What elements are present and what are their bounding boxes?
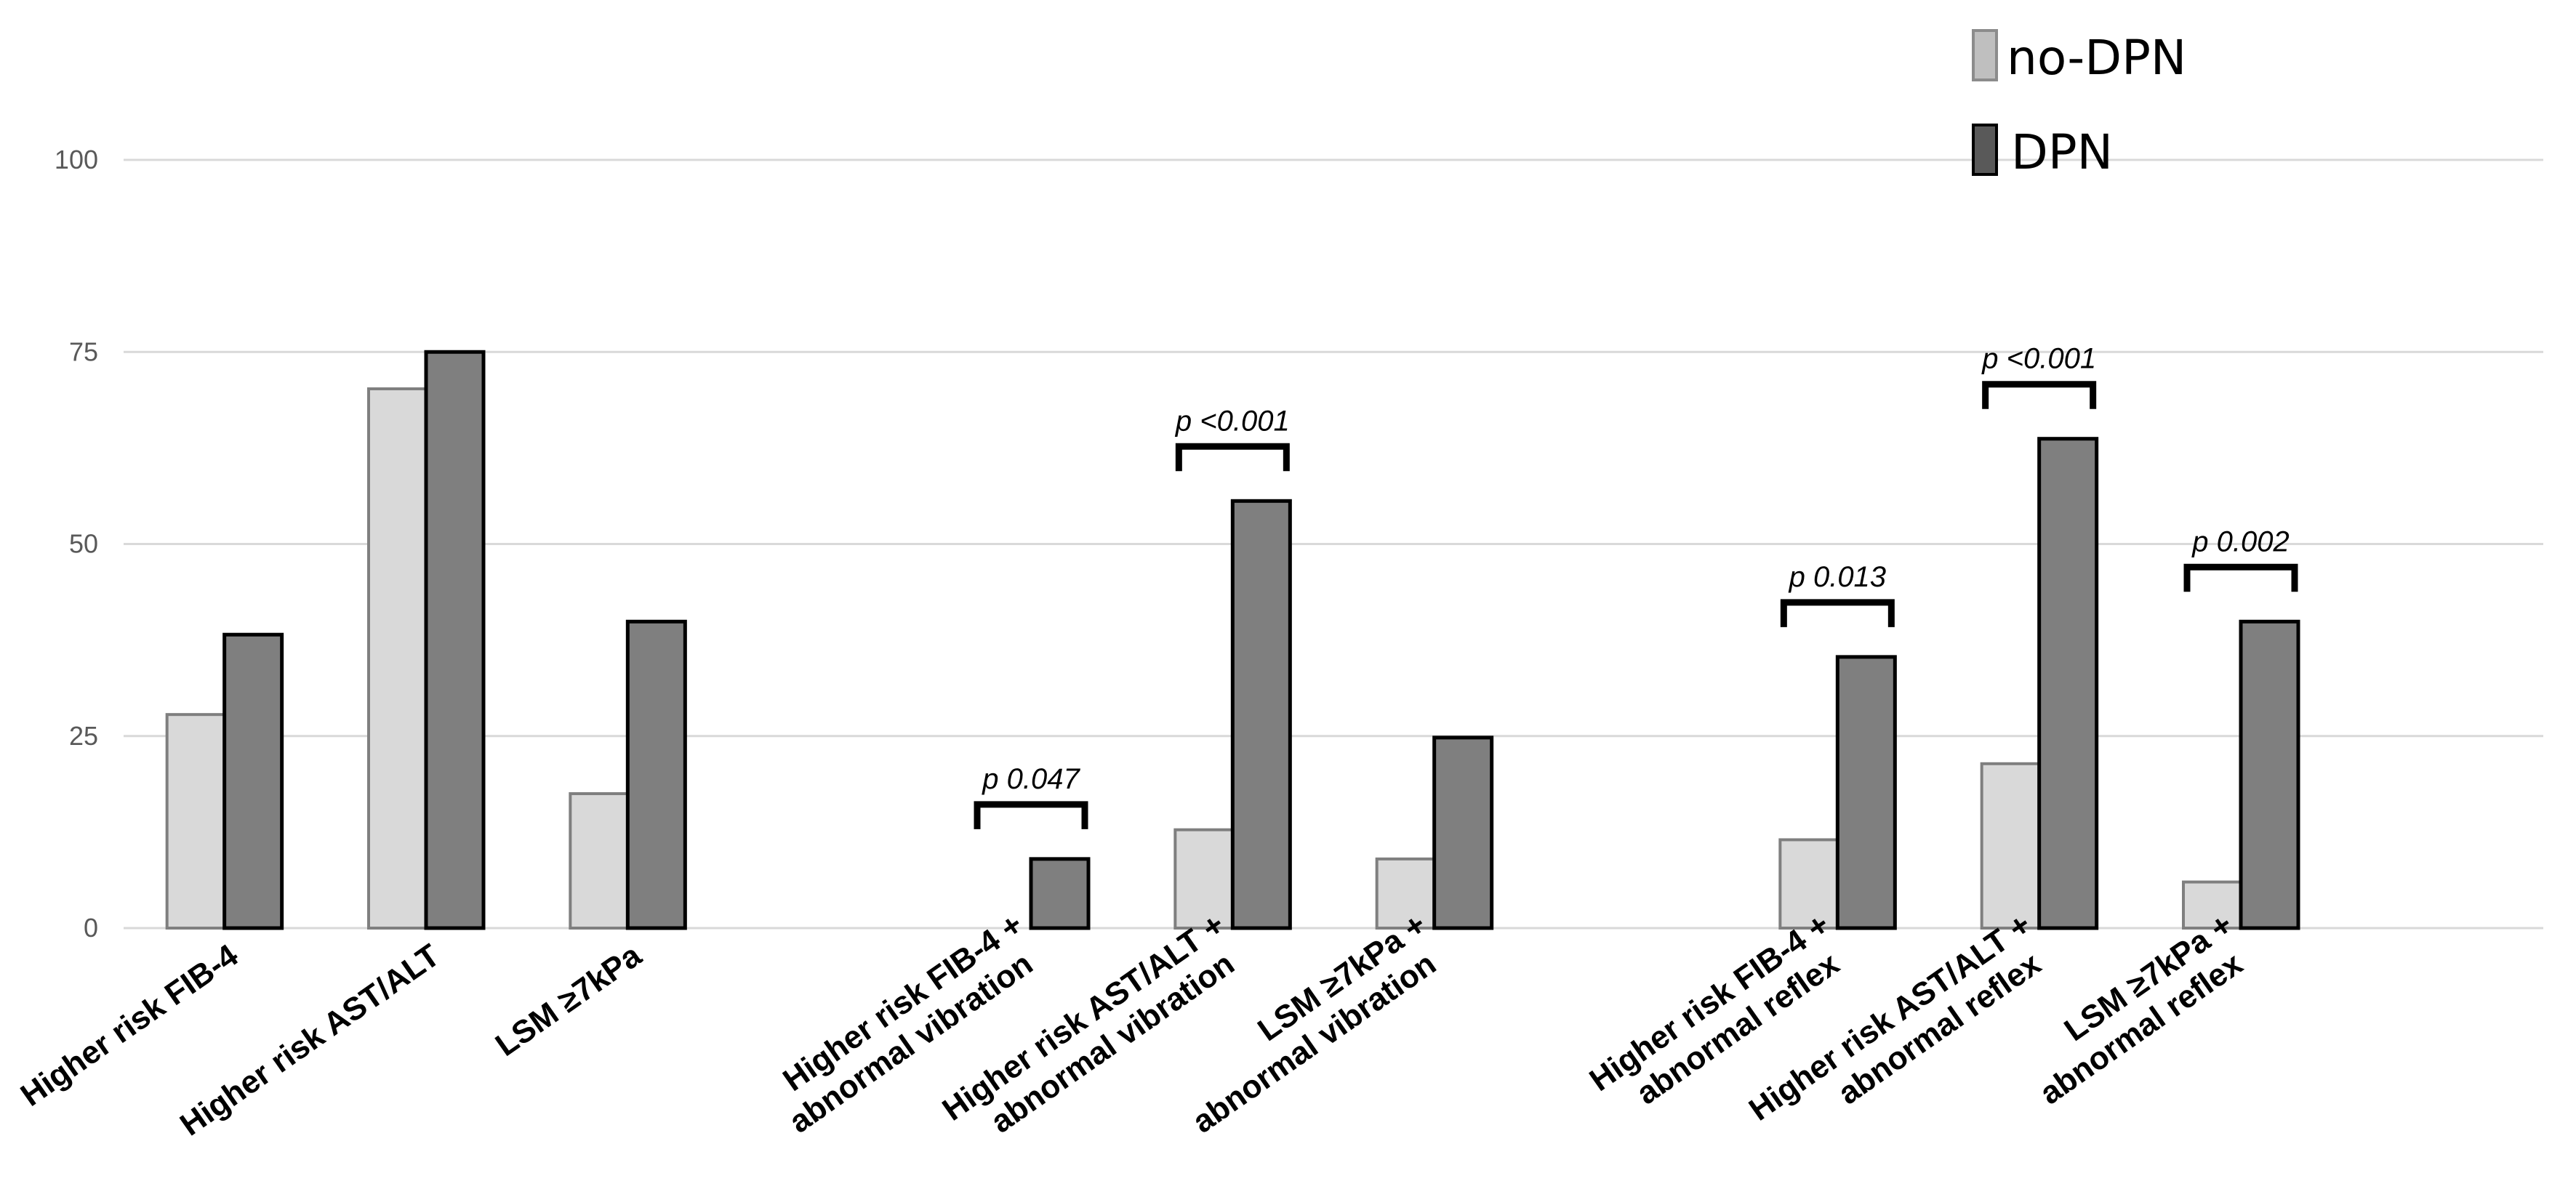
y-tick-label: 75 [69, 336, 98, 366]
bar-dpn [1230, 499, 1292, 930]
category-label-line: Higher risk FIB-4 [15, 938, 245, 1113]
significance-bracket [2183, 563, 2298, 592]
bar-no-dpn [165, 713, 226, 930]
bars [165, 350, 2300, 930]
bar-dpn [1029, 857, 1091, 930]
bar-dpn [1835, 655, 1897, 930]
bar-dpn [222, 632, 284, 930]
p-value-label: p 0.002 [2191, 525, 2289, 557]
bar-dpn [2239, 619, 2300, 930]
category-label: Higher risk FIB-4 +abnormal reflex [1584, 906, 1846, 1111]
p-value-label: p 0.013 [1789, 561, 1886, 593]
y-tick-label: 100 [55, 145, 98, 174]
bar-dpn [424, 350, 486, 930]
significance-bracket [1780, 599, 1895, 627]
legend-swatch [1972, 29, 1998, 81]
category-label: Higher risk FIB-4 [15, 938, 245, 1113]
legend-label: DPN [2011, 124, 2113, 180]
p-value-label: p <0.001 [1175, 405, 1290, 437]
bar-dpn [625, 619, 687, 930]
category-label: LSM ≥7kPa +abnormal reflex [2034, 906, 2250, 1111]
category-label: LSM ≥7kPa [489, 938, 649, 1064]
significance-bracket [1982, 381, 2097, 409]
legend-item-no-dpn: no-DPN [1972, 29, 2186, 86]
significance-bracket [974, 801, 1088, 829]
gridlines [124, 158, 2543, 930]
bar-no-dpn [1980, 762, 2041, 930]
p-value-label: p <0.001 [1981, 343, 2096, 375]
p-value-label: p 0.047 [982, 763, 1080, 795]
legend: no-DPN DPN [1972, 29, 2186, 180]
bar-dpn [1432, 735, 1494, 930]
y-tick-label: 25 [69, 721, 98, 751]
bar-no-dpn [367, 387, 428, 930]
legend-swatch [1972, 124, 1998, 176]
bar-no-dpn [569, 792, 630, 930]
y-tick-label: 50 [69, 529, 98, 559]
legend-label: no-DPN [2007, 30, 2186, 86]
bar-no-dpn [1778, 838, 1839, 930]
category-label-line: LSM ≥7kPa [489, 938, 649, 1064]
y-tick-label: 0 [84, 913, 98, 943]
legend-item-dpn: DPN [1972, 124, 2113, 180]
bar-dpn [2037, 437, 2099, 930]
y-axis-ticks: 0 25 50 75 100 [55, 145, 98, 943]
significance-bracket [1175, 443, 1290, 472]
p-value-annotations: p 0.047 p <0.001 p 0.013 p <0.001 p 0.002 [974, 343, 2298, 829]
